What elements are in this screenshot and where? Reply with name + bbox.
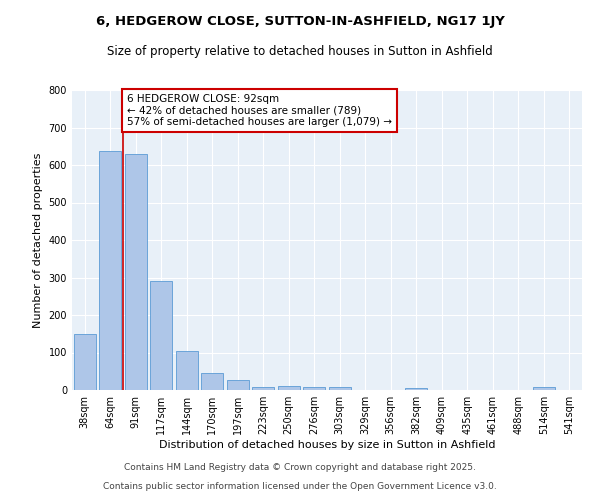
Text: Contains HM Land Registry data © Crown copyright and database right 2025.: Contains HM Land Registry data © Crown c…	[124, 464, 476, 472]
Text: 6 HEDGEROW CLOSE: 92sqm
← 42% of detached houses are smaller (789)
57% of semi-d: 6 HEDGEROW CLOSE: 92sqm ← 42% of detache…	[127, 94, 392, 127]
Bar	[329, 387, 350, 390]
Text: Contains public sector information licensed under the Open Government Licence v3: Contains public sector information licen…	[103, 482, 497, 491]
Bar	[125, 154, 146, 390]
Bar	[227, 380, 248, 390]
Bar	[278, 386, 299, 390]
Bar	[74, 334, 95, 390]
X-axis label: Distribution of detached houses by size in Sutton in Ashfield: Distribution of detached houses by size …	[159, 440, 495, 450]
Text: Size of property relative to detached houses in Sutton in Ashfield: Size of property relative to detached ho…	[107, 45, 493, 58]
Bar	[304, 388, 325, 390]
Bar	[533, 387, 554, 390]
Text: 6, HEDGEROW CLOSE, SUTTON-IN-ASHFIELD, NG17 1JY: 6, HEDGEROW CLOSE, SUTTON-IN-ASHFIELD, N…	[95, 15, 505, 28]
Bar	[176, 352, 197, 390]
Bar	[100, 151, 121, 390]
Bar	[202, 373, 223, 390]
Bar	[151, 280, 172, 390]
Bar	[253, 387, 274, 390]
Bar	[406, 388, 427, 390]
Y-axis label: Number of detached properties: Number of detached properties	[33, 152, 43, 328]
